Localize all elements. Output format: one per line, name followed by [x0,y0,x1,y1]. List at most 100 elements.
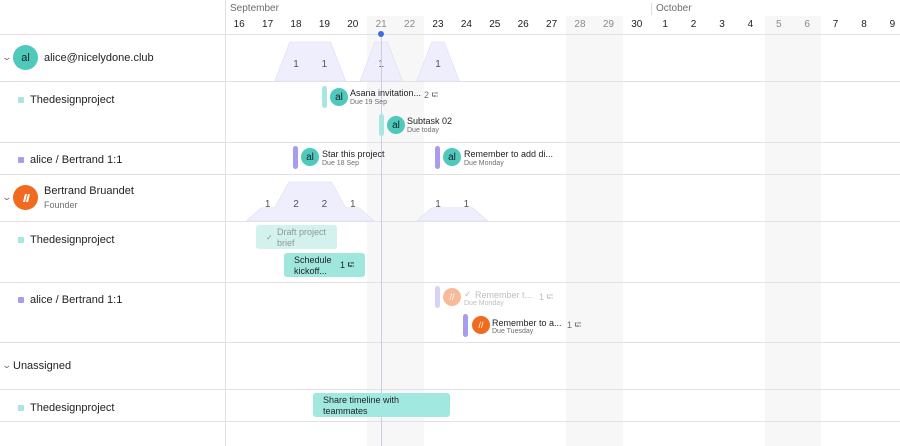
task-name: Star this project [322,149,385,159]
group-name[interactable]: Bertrand Bruandet [44,185,134,197]
workload-count: 1 [321,58,328,70]
day-label: 8 [861,19,867,30]
subtask-count: 1 [340,260,346,270]
day-label: 29 [602,19,614,30]
project-color-icon [18,157,24,163]
day-label: 28 [574,19,586,30]
task-name: Schedule kickoff... [294,255,332,276]
day-label: 7 [832,19,839,30]
avatar: al [387,116,405,134]
check-icon: ✓ [464,289,472,299]
day-label: 23 [432,19,444,30]
project-name[interactable]: Thedesignproject [30,94,115,106]
task-draft-project-brief[interactable]: ✓ Draft project brief [256,225,337,249]
divider [0,142,900,143]
task-due: Due Tuesday [492,328,534,335]
day-label: 16 [233,19,245,30]
task-due: Due today [407,127,439,134]
chevron-down-icon[interactable]: ⌄ [1,192,13,202]
group-role: Founder [44,200,78,210]
divider [0,282,900,283]
task-due: Due 18 Sep [322,160,359,167]
project-name[interactable]: Thedesignproject [30,234,115,246]
workload-count: 1 [463,198,470,210]
project-color-icon [18,97,24,103]
day-label: 24 [460,19,472,30]
divider [0,389,900,390]
weekend-column [764,16,793,446]
day-label: 9 [889,19,896,30]
day-label: 22 [404,19,416,30]
day-label: 27 [546,19,558,30]
workload-shape [274,41,347,82]
day-label: 20 [347,19,359,30]
task-schedule-kickoff[interactable]: Schedule kickoff... 1 ⮓ [284,253,365,277]
subtask-icon: ⮓ [431,90,439,100]
day-label: 4 [747,19,754,30]
day-label: 2 [690,19,697,30]
day-label: 6 [804,19,810,30]
day-label: 30 [631,19,643,30]
task-name: Draft project brief [277,227,327,248]
task-name: Remember to add di... [464,149,554,159]
task-name: Subtask 02 [407,116,453,126]
task-due: Due Monday [464,300,504,307]
group-name[interactable]: Unassigned [13,360,72,372]
day-label: 19 [318,19,330,30]
task-name: Share timeline with teammates [323,395,400,416]
weekend-column [565,16,595,446]
workload-count: 1 [264,198,271,210]
task-bar[interactable] [322,86,327,108]
divider [0,174,900,175]
task-bar[interactable] [463,314,468,337]
task-bar[interactable] [293,146,298,169]
chevron-down-icon[interactable]: ⌄ [1,52,13,62]
workload-count: 2 [293,198,299,210]
day-label: 26 [517,19,529,30]
subtask-icon: ⮓ [574,320,582,330]
divider [0,81,900,82]
subtask-count: 2 [424,90,430,100]
day-label: 5 [776,19,782,30]
workload-count: 1 [435,198,441,210]
divider [0,221,900,222]
day-label: 3 [719,19,725,30]
subtask-count: 1 [539,292,545,302]
day-label: 21 [375,19,387,30]
project-name[interactable]: Thedesignproject [30,402,115,414]
workload-count: 1 [435,58,441,70]
task-name: Remember to a... [492,318,562,328]
workload-count: 1 [350,198,356,210]
project-color-icon [18,405,24,411]
avatar: al [330,88,348,106]
workload-shape [245,181,375,222]
day-label: 25 [489,19,501,30]
today-marker [378,31,384,37]
workload-shape [416,207,489,222]
project-name[interactable]: alice / Bertrand 1:1 [30,294,123,306]
divider [0,34,900,35]
chevron-down-icon[interactable]: ⌄ [1,360,13,370]
task-due: Due 19 Sep [350,99,387,106]
workload-count: 1 [293,58,299,70]
month-label: October [651,3,692,15]
day-label: 18 [290,19,302,30]
check-icon: ✓ [266,233,273,242]
task-bar[interactable] [435,146,440,169]
avatar: al [13,45,38,70]
group-name[interactable]: alice@nicelydone.club [44,52,154,64]
divider [0,421,900,422]
task-share-timeline[interactable]: Share timeline with teammates [313,393,450,417]
weekend-column [793,16,822,446]
subtask-icon: ⮓ [546,292,554,302]
project-color-icon [18,237,24,243]
workload-shape [416,41,460,82]
task-bar[interactable] [435,286,440,308]
bertrand-logo-avatar: // [472,316,490,334]
avatar: al [301,148,319,166]
weekend-column [594,16,623,446]
task-bar[interactable] [379,114,384,136]
divider [0,342,900,343]
project-name[interactable]: alice / Bertrand 1:1 [30,154,123,166]
task-name: Remember t... [475,290,533,300]
